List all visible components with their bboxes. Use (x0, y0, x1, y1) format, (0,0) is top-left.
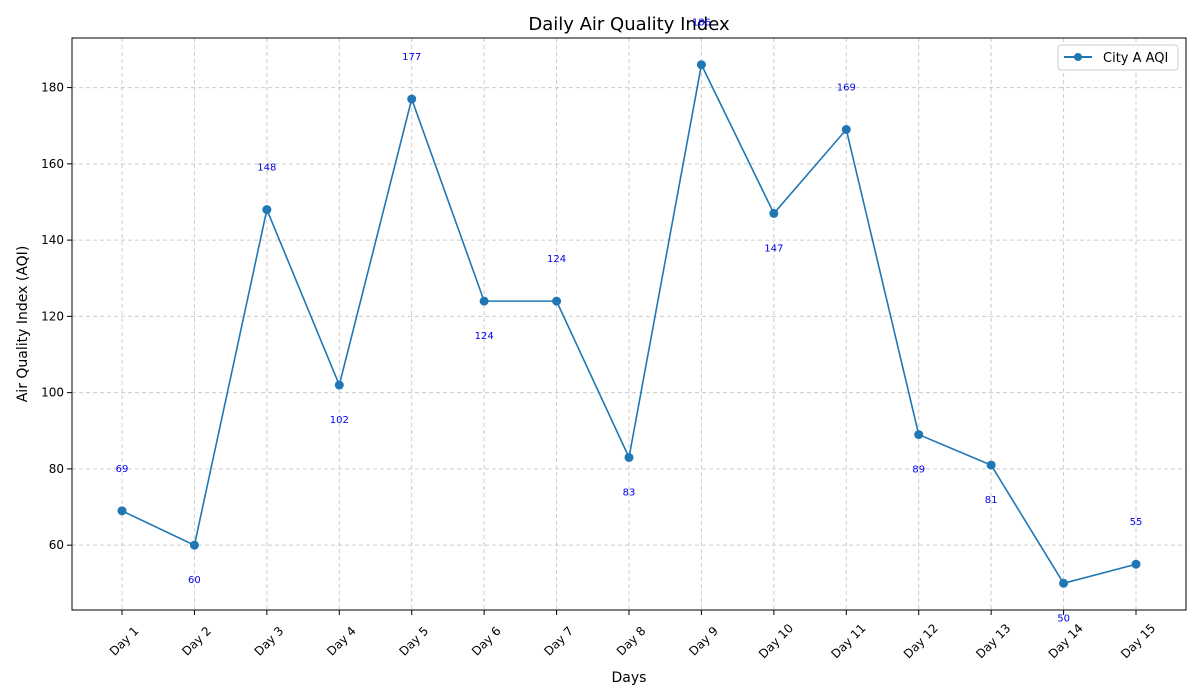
data-label: 147 (764, 243, 783, 254)
grid (72, 38, 1186, 610)
data-point (986, 460, 996, 470)
data-point (624, 452, 634, 462)
data-label: 55 (1130, 517, 1143, 528)
data-label: 60 (188, 575, 201, 586)
data-point (841, 125, 851, 135)
data-label: 69 (116, 464, 129, 475)
data-label: 148 (257, 163, 276, 174)
y-tick-label: 120 (41, 309, 64, 323)
legend: City A AQI (1057, 44, 1179, 71)
data-point (407, 94, 417, 104)
data-label: 124 (547, 254, 566, 265)
data-label: 89 (912, 465, 925, 476)
data-point (1131, 559, 1141, 569)
legend-marker (1074, 53, 1082, 61)
data-label: 186 (692, 18, 711, 29)
series-layer (117, 60, 1141, 588)
data-point (262, 205, 272, 215)
data-point (696, 60, 706, 70)
y-tick-label: 100 (41, 386, 64, 400)
y-axis-title: Air Quality Index (AQI) (15, 246, 31, 403)
y-tick-label: 80 (49, 462, 64, 476)
data-point (479, 296, 489, 306)
data-point (1059, 578, 1069, 588)
data-label: 50 (1057, 613, 1070, 624)
data-label: 83 (623, 487, 636, 498)
y-tick-label: 180 (41, 81, 64, 95)
data-point (914, 430, 924, 440)
plot-frame (71, 37, 1187, 611)
data-point (552, 296, 562, 306)
chart-title: Daily Air Quality Index (528, 14, 730, 35)
data-point (117, 506, 127, 516)
y-tick-label: 160 (41, 157, 64, 171)
legend-label: City A AQI (1103, 51, 1168, 66)
data-point (189, 540, 199, 550)
data-label: 169 (837, 83, 856, 94)
y-tick-label: 140 (41, 233, 64, 247)
y-axis-ticks: 60 80 100 120 140 160 180 (41, 81, 72, 552)
data-label: 102 (330, 415, 349, 426)
data-point (769, 208, 779, 218)
data-label: 81 (985, 495, 998, 506)
data-label: 177 (402, 52, 421, 63)
data-labels: 69 60 148 102 177 124 124 83 186 147 169 89 81 50 55 (116, 18, 1143, 625)
y-tick-label: 60 (49, 538, 64, 552)
legend-box (1057, 44, 1179, 71)
x-axis-title: Days (612, 670, 647, 686)
data-point (334, 380, 344, 390)
data-label: 124 (475, 331, 494, 342)
